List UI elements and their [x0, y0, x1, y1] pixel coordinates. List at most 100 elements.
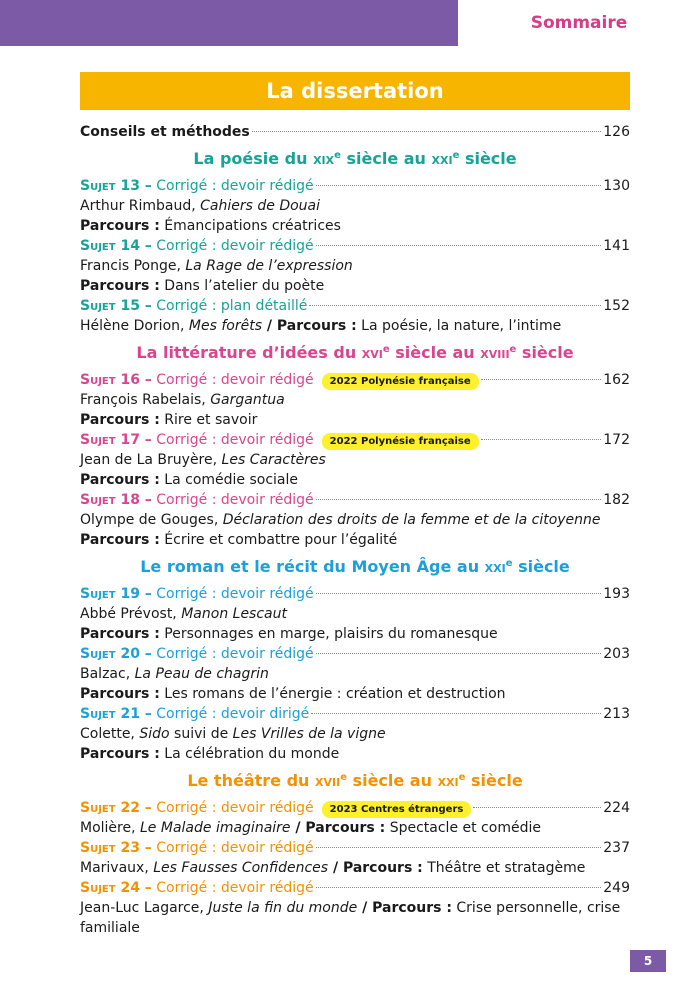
text-segment: Rire et savoir	[159, 412, 258, 428]
text-segment: Déclaration des droits de la femme et de…	[222, 512, 601, 528]
subject-label: Sujet 17 –	[80, 432, 152, 448]
text-segment: Marivaux,	[80, 860, 154, 876]
subject-label: Sujet 14 –	[80, 238, 152, 254]
title-part: xxi	[484, 557, 506, 576]
entry-line: Balzac, La Peau de chagrin	[80, 664, 630, 684]
title-part: La littérature d’idées du	[136, 343, 362, 362]
subject-row: Sujet 18 – Corrigé : devoir rédigé 182	[80, 490, 630, 510]
contents: Conseils et méthodes 126 La poésie du xi…	[80, 122, 630, 938]
text-segment: / Parcours :	[328, 860, 423, 876]
entry-line: Parcours : Dans l’atelier du poète	[80, 276, 630, 296]
text-segment: Manon Lescaut	[181, 606, 287, 622]
badge: 2023 Centres étrangers	[321, 801, 472, 818]
leader	[315, 653, 602, 654]
leader	[315, 847, 602, 848]
leader	[480, 439, 602, 440]
text-segment: Les romans de l’énergie : création et de…	[159, 686, 506, 702]
entry-line: Parcours : La célébration du monde	[80, 744, 630, 764]
entry-line: Parcours : Émancipations créatrices	[80, 216, 630, 236]
page-number: 213	[603, 706, 630, 722]
page-number: 130	[603, 178, 630, 194]
leader	[315, 185, 602, 186]
subject-row: Sujet 23 – Corrigé : devoir rédigé 237	[80, 838, 630, 858]
leader	[311, 713, 602, 714]
page-number: 152	[603, 298, 630, 314]
entry-line: Parcours : Écrire et combattre pour l’ég…	[80, 530, 630, 550]
entry-line: Parcours : Rire et savoir	[80, 410, 630, 430]
entry-line: Hélène Dorion, Mes forêts / Parcours : L…	[80, 316, 630, 336]
text-segment: suivi de	[169, 726, 233, 742]
entry-line: Olympe de Gouges, Déclaration des droits…	[80, 510, 630, 530]
text-segment: La Peau de chagrin	[134, 666, 269, 682]
text-segment: Théâtre et stratagème	[422, 860, 586, 876]
text-segment: Mes forêts	[188, 318, 263, 334]
text-segment: Spectacle et comédie	[385, 820, 541, 836]
text-segment: Parcours :	[80, 278, 160, 294]
title-part: e	[334, 150, 341, 161]
page-number: 141	[603, 238, 630, 254]
text-segment: Abbé Prévost,	[80, 606, 182, 622]
page-number: 224	[603, 800, 630, 816]
page-number: 203	[603, 646, 630, 662]
subject-kind: Corrigé : devoir dirigé	[156, 706, 310, 722]
page-number: 126	[603, 124, 630, 140]
badge: 2022 Polynésie française	[321, 433, 479, 450]
text-segment: Colette,	[80, 726, 140, 742]
text-segment: Parcours :	[80, 626, 160, 642]
subject-label: Sujet 20 –	[80, 646, 152, 662]
leader	[480, 379, 602, 380]
leader	[473, 807, 602, 808]
title-part: siècle au	[346, 771, 438, 790]
text-segment: Sido	[139, 726, 170, 742]
title-part: e	[509, 344, 517, 355]
subject-kind: Corrigé : devoir rédigé	[156, 492, 314, 508]
page-number: 5	[630, 950, 666, 972]
text-segment: Balzac,	[80, 666, 135, 682]
text-segment: Les Caractères	[221, 452, 326, 468]
title-part: e	[452, 150, 460, 161]
subject-row: Sujet 17 – Corrigé : devoir rédigé 2022 P…	[80, 430, 630, 450]
tab: Sommaire	[458, 0, 700, 46]
section-title: La poésie du xixe siècle au xxie siècle	[80, 142, 630, 176]
text-segment: La Rage de l’expression	[185, 258, 353, 274]
title-bar: La dissertation	[80, 72, 630, 110]
entry-line: François Rabelais, Gargantua	[80, 390, 630, 410]
title-part: Le théâtre du	[187, 771, 315, 790]
leader	[315, 245, 602, 246]
subject-kind: Corrigé : devoir rédigé	[156, 178, 314, 194]
badge: 2022 Polynésie française	[321, 373, 479, 390]
leader	[315, 499, 602, 500]
entry-line: Colette, Sido suivi de Les Vrilles de la…	[80, 724, 630, 744]
entry-line: Arthur Rimbaud, Cahiers de Douai	[80, 196, 630, 216]
subject-row: Sujet 20 – Corrigé : devoir rédigé 203	[80, 644, 630, 664]
subject-label: Sujet 22 –	[80, 800, 152, 816]
text-segment: Hélène Dorion,	[80, 318, 189, 334]
text-segment: Gargantua	[210, 392, 285, 408]
leader	[315, 593, 602, 594]
text-segment: Parcours :	[80, 686, 160, 702]
entry-line: Jean de La Bruyère, Les Caractères	[80, 450, 630, 470]
subject-row: Sujet 19 – Corrigé : devoir rédigé 193	[80, 584, 630, 604]
subject-row: Sujet 24 – Corrigé : devoir rédigé 249	[80, 878, 630, 898]
subject-kind: Corrigé : devoir rédigé	[156, 800, 314, 816]
section-title: La littérature d’idées du xvie siècle au…	[80, 336, 630, 370]
entry-line: Abbé Prévost, Manon Lescaut	[80, 604, 630, 624]
title-part: siècle au	[340, 149, 432, 168]
page-number: 249	[603, 880, 630, 896]
subject-kind: Corrigé : devoir rédigé	[156, 372, 314, 388]
entry-line: Jean-Luc Lagarce, Juste la fin du monde …	[80, 898, 630, 938]
title-part: siècle	[516, 343, 574, 362]
title-part: siècle	[465, 771, 523, 790]
title-part: e	[340, 772, 347, 783]
text-segment: Personnages en marge, plaisirs du romane…	[159, 626, 498, 642]
section-title: Le roman et le récit du Moyen Âge au xxi…	[80, 550, 630, 584]
text-segment: Cahiers de Douai	[200, 198, 321, 214]
title-part: xvii	[315, 771, 341, 790]
intro-label: Conseils et méthodes	[80, 124, 250, 140]
entry-line: Molière, Le Malade imaginaire / Parcours…	[80, 818, 630, 838]
text-segment: La poésie, la nature, l’intime	[356, 318, 562, 334]
subject-label: Sujet 15 –	[80, 298, 152, 314]
subject-label: Sujet 16 –	[80, 372, 152, 388]
text-segment: Parcours :	[80, 218, 160, 234]
